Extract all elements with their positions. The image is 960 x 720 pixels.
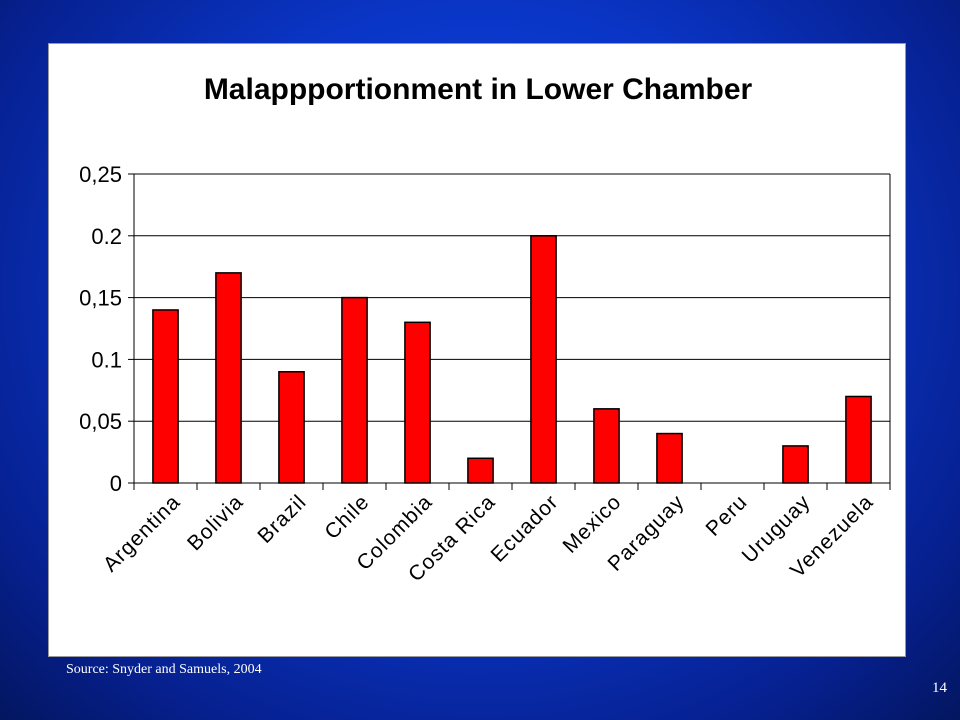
slide-number: 14 xyxy=(932,680,947,696)
bars xyxy=(152,235,872,484)
bar-paraguay xyxy=(656,432,683,484)
bar-chile xyxy=(341,296,368,484)
y-tick-label: 0,15 xyxy=(79,286,122,311)
x-category-label: Chile xyxy=(320,490,374,544)
chart-title: Malappportionment in Lower Chamber xyxy=(204,73,753,106)
y-tick-labels: 0 0,05 0.1 0,15 0.2 0,25 xyxy=(79,162,122,496)
bar-uruguay xyxy=(782,445,809,484)
bar-brazil xyxy=(278,371,305,484)
chart-panel: Malappportionment in Lower Chamber 0 0,05… xyxy=(48,43,906,657)
bar-bolivia xyxy=(215,272,242,484)
x-category-label: Bolivia xyxy=(183,490,248,555)
x-category-label: Argentina xyxy=(99,490,185,576)
y-tick-label: 0.2 xyxy=(91,224,122,249)
y-tick-label: 0,25 xyxy=(79,162,122,187)
bar-chart: Malappportionment in Lower Chamber 0 0,05… xyxy=(79,73,891,586)
x-category-label: Brazil xyxy=(253,490,311,548)
y-tick-label: 0,05 xyxy=(79,409,122,434)
y-tick-label: 0.1 xyxy=(91,347,122,372)
bar-argentina xyxy=(152,309,179,484)
gridlines xyxy=(134,173,890,422)
bar-mexico xyxy=(593,408,620,484)
bar-ecuador xyxy=(530,235,557,484)
x-category-label: Peru xyxy=(702,490,752,540)
source-note: Source: Snyder and Samuels, 2004 xyxy=(66,662,262,677)
y-tick-label: 0 xyxy=(110,471,122,496)
bar-venezuela xyxy=(845,395,872,484)
bar-costa-rica xyxy=(467,457,494,484)
x-category-label: Ecuador xyxy=(487,490,564,567)
axes xyxy=(128,173,891,490)
bar-colombia xyxy=(404,321,431,484)
